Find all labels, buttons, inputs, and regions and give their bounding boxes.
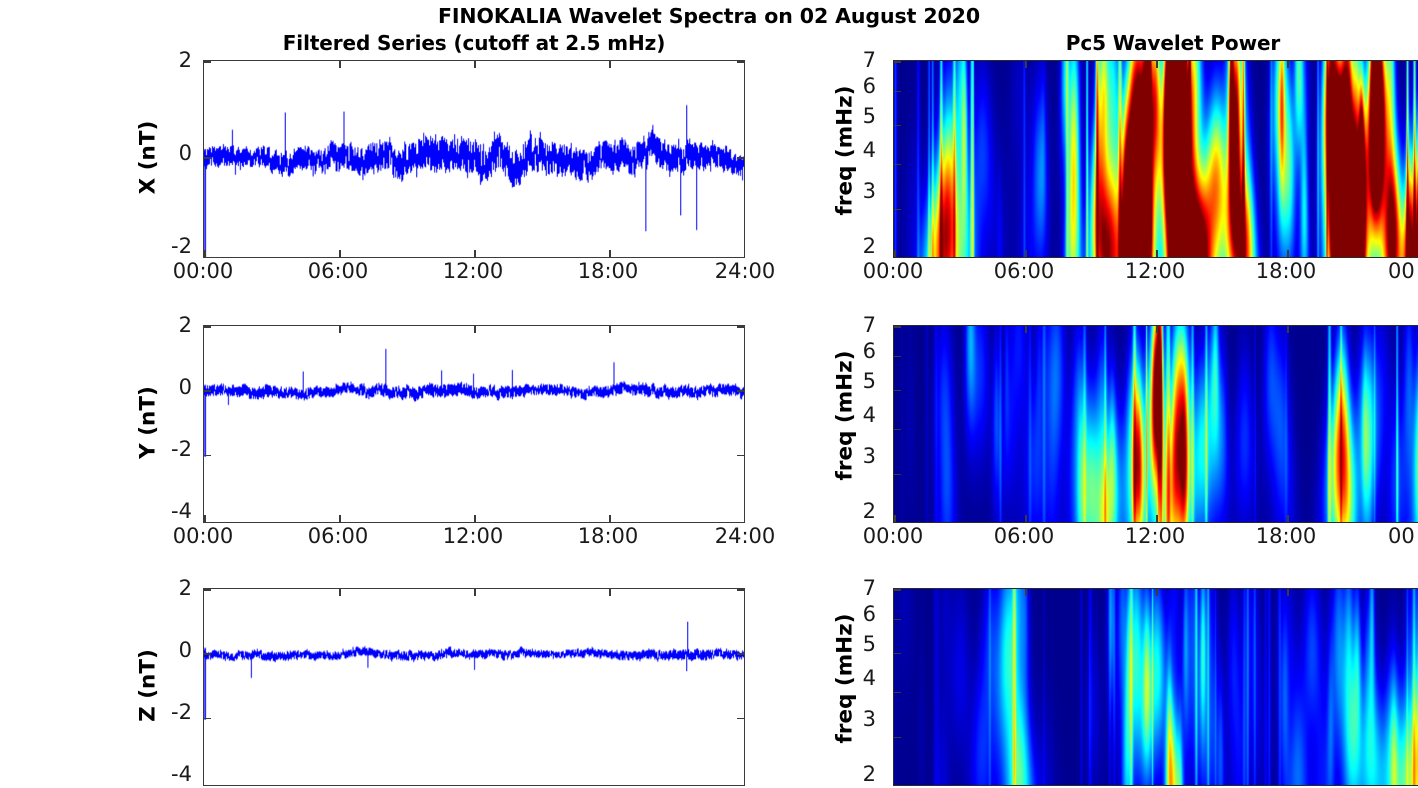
row3-right-ytick-3: 3 xyxy=(862,707,876,731)
row3-right-plot-area xyxy=(893,588,1418,786)
row2-left-ytick-m2: -2 xyxy=(171,437,192,461)
row2-right-xtick-12: 12:00 xyxy=(1124,524,1186,548)
row2-left-xtick-0: 00:00 xyxy=(172,524,234,548)
row1-left-ytick-2: 2 xyxy=(178,48,192,72)
row3-left-ytick-m2: -2 xyxy=(171,700,192,724)
row2-left-xtick-24: 24:00 xyxy=(714,524,776,548)
row1-right-xtick-6: 06:00 xyxy=(993,259,1055,283)
row1-right-spectrogram-canvas xyxy=(894,61,1418,257)
row1-right-ytick-2: 2 xyxy=(862,234,876,258)
row2-left-ytick-m4: -4 xyxy=(171,499,192,523)
row1-left-ytick-0: 0 xyxy=(178,141,192,165)
row3-right-ytick-6: 6 xyxy=(862,602,876,626)
row2-left-xtick-6: 06:00 xyxy=(307,524,369,548)
row2-right-ytick-4: 4 xyxy=(862,403,876,427)
row1-left-plot-area xyxy=(203,60,745,258)
row3-left-ytick-m4: -4 xyxy=(171,762,192,786)
row3-right-ytick-5: 5 xyxy=(862,632,876,656)
row3-right-ytick-4: 4 xyxy=(862,666,876,690)
row1-right-ytick-6: 6 xyxy=(862,74,876,98)
row3-right-spectrogram-canvas xyxy=(894,589,1418,785)
row3-left-plot-area xyxy=(203,588,745,786)
left-column-title: Filtered Series (cutoff at 2.5 mHz) xyxy=(282,31,666,55)
row1-left-xtick-24: 24:00 xyxy=(714,259,776,283)
row1-right-xtick-24: 00 xyxy=(1388,259,1415,283)
row2-right-xtick-24: 00 xyxy=(1388,524,1415,548)
row2-right-ytick-3: 3 xyxy=(862,444,876,468)
row2-right-ytick-2: 2 xyxy=(862,499,876,523)
row1-right-ytick-7: 7 xyxy=(862,48,876,72)
row3-right-ytick-2: 2 xyxy=(862,762,876,786)
row1-left-xtick-0: 00:00 xyxy=(172,259,234,283)
row2-right-ytick-6: 6 xyxy=(862,339,876,363)
row1-right-ytick-5: 5 xyxy=(862,104,876,128)
row1-right-xtick-18: 18:00 xyxy=(1255,259,1317,283)
row1-left-timeseries-canvas xyxy=(204,61,744,257)
row1-right-xtick-12: 12:00 xyxy=(1124,259,1186,283)
row2-right-ytick-5: 5 xyxy=(862,369,876,393)
figure-title: FINOKALIA Wavelet Spectra on 02 August 2… xyxy=(438,4,980,28)
row3-right-ytick-7: 7 xyxy=(862,576,876,600)
row1-right-ytick-3: 3 xyxy=(862,179,876,203)
row2-left-ytick-0: 0 xyxy=(178,375,192,399)
row2-right-xtick-6: 06:00 xyxy=(993,524,1055,548)
row3-left-ytick-2: 2 xyxy=(178,576,192,600)
row2-left-timeseries-canvas xyxy=(204,326,744,522)
row1-left-xtick-18: 18:00 xyxy=(577,259,639,283)
row1-right-xtick-0: 00:00 xyxy=(862,259,924,283)
row1-left-xtick-6: 06:00 xyxy=(307,259,369,283)
row2-left-xtick-18: 18:00 xyxy=(577,524,639,548)
row2-left-plot-area xyxy=(203,325,745,523)
row2-right-plot-area xyxy=(893,325,1418,523)
row2-left-xtick-12: 12:00 xyxy=(442,524,504,548)
row2-right-spectrogram-canvas xyxy=(894,326,1418,522)
row1-left-xtick-12: 12:00 xyxy=(442,259,504,283)
row1-right-ytick-4: 4 xyxy=(862,138,876,162)
row2-left-ytick-2: 2 xyxy=(178,313,192,337)
row1-right-plot-area xyxy=(893,60,1418,258)
row1-left-ytick-m2: -2 xyxy=(171,234,192,258)
row3-left-ytick-0: 0 xyxy=(178,638,192,662)
right-column-title: Pc5 Wavelet Power xyxy=(1065,31,1281,55)
row2-right-xtick-18: 18:00 xyxy=(1255,524,1317,548)
row2-right-xtick-0: 00:00 xyxy=(862,524,924,548)
row2-right-ytick-7: 7 xyxy=(862,313,876,337)
row3-left-timeseries-canvas xyxy=(204,589,744,785)
